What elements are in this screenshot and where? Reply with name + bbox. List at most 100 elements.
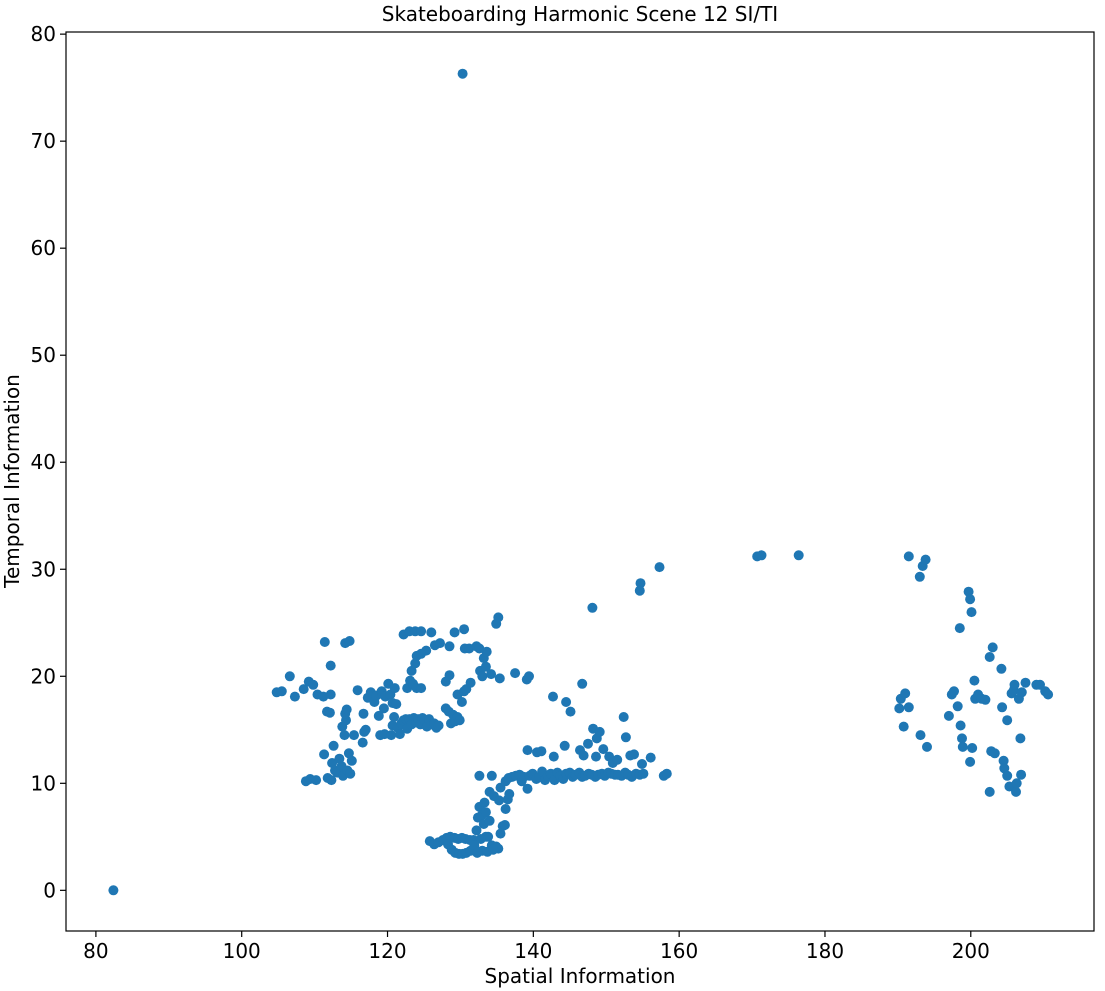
data-point [587,602,598,613]
data-point [472,847,483,858]
data-point [343,748,354,759]
data-point [327,758,338,768]
data-point [326,775,337,786]
data-point [645,752,656,763]
data-point [108,885,119,896]
data-point [1016,687,1027,698]
data-point [598,744,609,755]
x-tick-label: 140 [514,939,552,963]
x-tick-label: 100 [223,939,261,963]
data-point [903,551,914,562]
data-point [548,751,559,762]
data-point [522,783,533,794]
data-point [289,691,300,702]
data-point [1002,715,1013,726]
data-point [591,751,601,762]
data-point [334,753,345,764]
data-point [486,770,497,781]
data-point [998,755,1009,766]
data-point [373,710,384,721]
data-point [989,748,1000,759]
data-point [594,726,605,737]
data-point [457,68,468,79]
data-point [394,729,405,740]
y-axis: 0 10 20 30 40 50 60 70 80 [31,22,66,902]
data-point [661,768,672,779]
data-point [969,675,980,686]
data-point [629,749,639,760]
data-point [894,703,905,714]
data-point [987,642,998,653]
x-tick-label: 200 [952,939,990,963]
data-point [1009,679,1020,690]
data-point [406,665,417,676]
y-tick-label: 70 [31,129,56,153]
data-point [433,720,444,731]
data-point [391,699,402,710]
data-point [346,755,357,766]
data-point [410,658,421,669]
data-point [1016,769,1027,780]
data-point [654,562,665,573]
x-tick-label: 180 [806,939,844,963]
data-point [480,661,491,672]
x-tick-label: 120 [368,939,406,963]
data-point [416,683,427,694]
data-point [345,768,356,779]
data-point [967,743,978,753]
data-point [980,694,991,705]
data-point [471,825,482,836]
x-axis-label: Spatial Information [485,964,676,988]
data-point [620,732,631,743]
data-point [416,648,427,659]
data-point [469,840,480,851]
x-tick-label: 80 [83,939,108,963]
data-point [949,686,959,697]
data-point [493,612,504,623]
data-point [475,834,486,844]
data-point [504,789,515,799]
data-point [284,671,295,682]
data-point [499,820,510,830]
y-tick-label: 80 [31,22,56,46]
data-point [920,554,931,565]
data-point [349,730,359,741]
data-point [900,688,911,699]
data-point [957,741,968,752]
data-point [510,668,521,679]
data-point [578,750,589,761]
data-point [325,689,336,700]
data-point [638,768,649,779]
data-point [914,571,925,582]
data-point [1002,770,1013,781]
data-point [522,745,533,756]
y-tick-label: 30 [31,557,56,581]
data-point [1011,778,1022,789]
data-point [1043,689,1054,700]
y-tick-label: 40 [31,450,56,474]
data-point [618,712,629,722]
data-point [966,607,977,618]
data-point [612,754,623,765]
data-point [494,673,505,684]
data-point [416,626,427,637]
data-point [996,663,1007,674]
data-point [577,678,588,689]
data-point [955,720,966,731]
data-point [324,707,335,718]
data-point [999,763,1010,774]
data-point [922,741,932,752]
y-axis-label: Temporal Information [0,374,24,589]
data-point [756,550,767,561]
data-point [965,756,976,767]
data-point [378,703,389,714]
data-point [634,585,645,596]
data-point [561,697,572,707]
data-point [1020,677,1031,688]
data-point [637,759,647,769]
data-point [444,670,455,681]
data-point [484,786,495,797]
data-point [337,721,348,732]
data-point [456,697,467,707]
data-points [108,68,1054,896]
